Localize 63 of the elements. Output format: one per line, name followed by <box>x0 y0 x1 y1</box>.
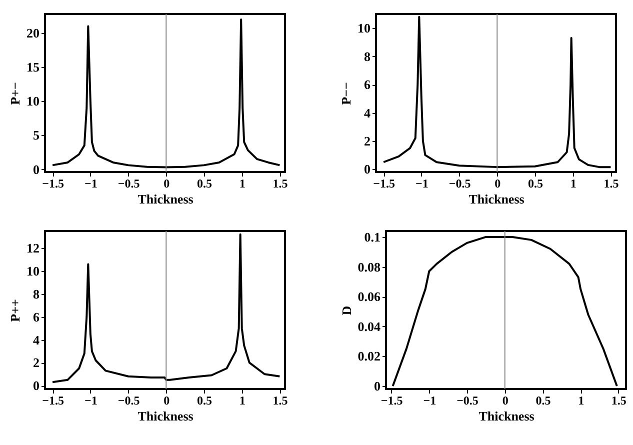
y-tick-label: 20 <box>26 26 40 41</box>
x-tick-label: 0.5 <box>196 394 212 408</box>
y-tick-label: 0.04 <box>358 318 381 334</box>
x-axis-title: Thickness <box>478 408 534 424</box>
x-tick-label: −0.5 <box>118 394 140 408</box>
line-series <box>382 16 612 168</box>
y-tick-label: 0 <box>374 378 380 394</box>
y-tick-label: 0.02 <box>358 348 380 364</box>
x-tick-label: −1 <box>423 394 436 408</box>
y-tick-label: 0 <box>364 162 370 177</box>
x-tick-label: 1 <box>578 394 584 408</box>
y-tick-label: 6 <box>33 309 40 324</box>
y-tick-label: 8 <box>364 48 371 64</box>
y-tick-label: 15 <box>26 60 40 75</box>
x-tick-label: −1.5 <box>373 176 395 190</box>
y-tick-label: 4 <box>364 105 371 120</box>
y-tick-label: 2 <box>33 355 40 370</box>
x-tick-label: 0.5 <box>528 176 543 190</box>
y-axis-title: P++ <box>8 299 22 322</box>
y-tick-label: 12 <box>26 240 40 256</box>
y-tick-label: 0 <box>33 378 40 394</box>
x-tick-label: −1.5 <box>380 394 403 408</box>
y-tick-label: 0.1 <box>364 229 380 244</box>
x-axis-title: Thickness <box>138 408 194 424</box>
y-tick-label: 0.06 <box>358 289 381 304</box>
x-tick-label: 0 <box>494 176 501 190</box>
x-axis-title: Thickness <box>138 192 194 206</box>
x-tick-label: −1.5 <box>42 176 64 190</box>
x-tick-label: 1 <box>239 394 246 408</box>
x-tick-label: 1.5 <box>272 176 288 190</box>
x-tick-label: −0.5 <box>456 394 478 408</box>
x-tick-label: 1.5 <box>611 394 626 408</box>
x-tick-label: −0.5 <box>448 176 471 190</box>
x-tick-label: 0 <box>164 394 170 408</box>
x-tick-label: 1 <box>239 176 246 190</box>
y-axis-title: D <box>338 306 354 316</box>
x-tick-label: −1 <box>416 176 428 190</box>
x-tick-label: −0.5 <box>118 176 140 190</box>
y-tick-label: 10 <box>358 20 370 36</box>
y-tick-label: 8 <box>33 286 40 302</box>
x-axis-title: Thickness <box>468 192 524 206</box>
x-tick-label: −1.5 <box>42 394 64 408</box>
y-tick-label: 10 <box>26 94 40 109</box>
y-tick-label: 0 <box>33 162 40 177</box>
y-tick-label: 0.08 <box>358 259 381 274</box>
x-tick-label: −1 <box>84 176 98 190</box>
y-axis-title: P+− <box>8 82 22 105</box>
x-tick-label: −1 <box>84 394 98 408</box>
y-tick-label: 5 <box>33 128 40 143</box>
x-tick-label: 0 <box>502 394 508 408</box>
y-axis-title: P−− <box>338 82 354 105</box>
y-tick-label: 6 <box>364 77 371 92</box>
x-tick-label: 1.5 <box>272 394 288 408</box>
y-tick-label: 4 <box>33 332 40 348</box>
y-tick-label: 2 <box>364 133 370 148</box>
x-tick-label: 1 <box>570 176 576 190</box>
y-tick-label: 10 <box>26 264 40 279</box>
x-tick-label: 0.5 <box>196 176 212 190</box>
x-tick-label: 1.5 <box>604 176 619 190</box>
line-series <box>52 18 281 168</box>
x-tick-label: 0 <box>164 176 170 190</box>
line-series <box>52 233 281 384</box>
x-tick-label: 0.5 <box>536 394 551 408</box>
